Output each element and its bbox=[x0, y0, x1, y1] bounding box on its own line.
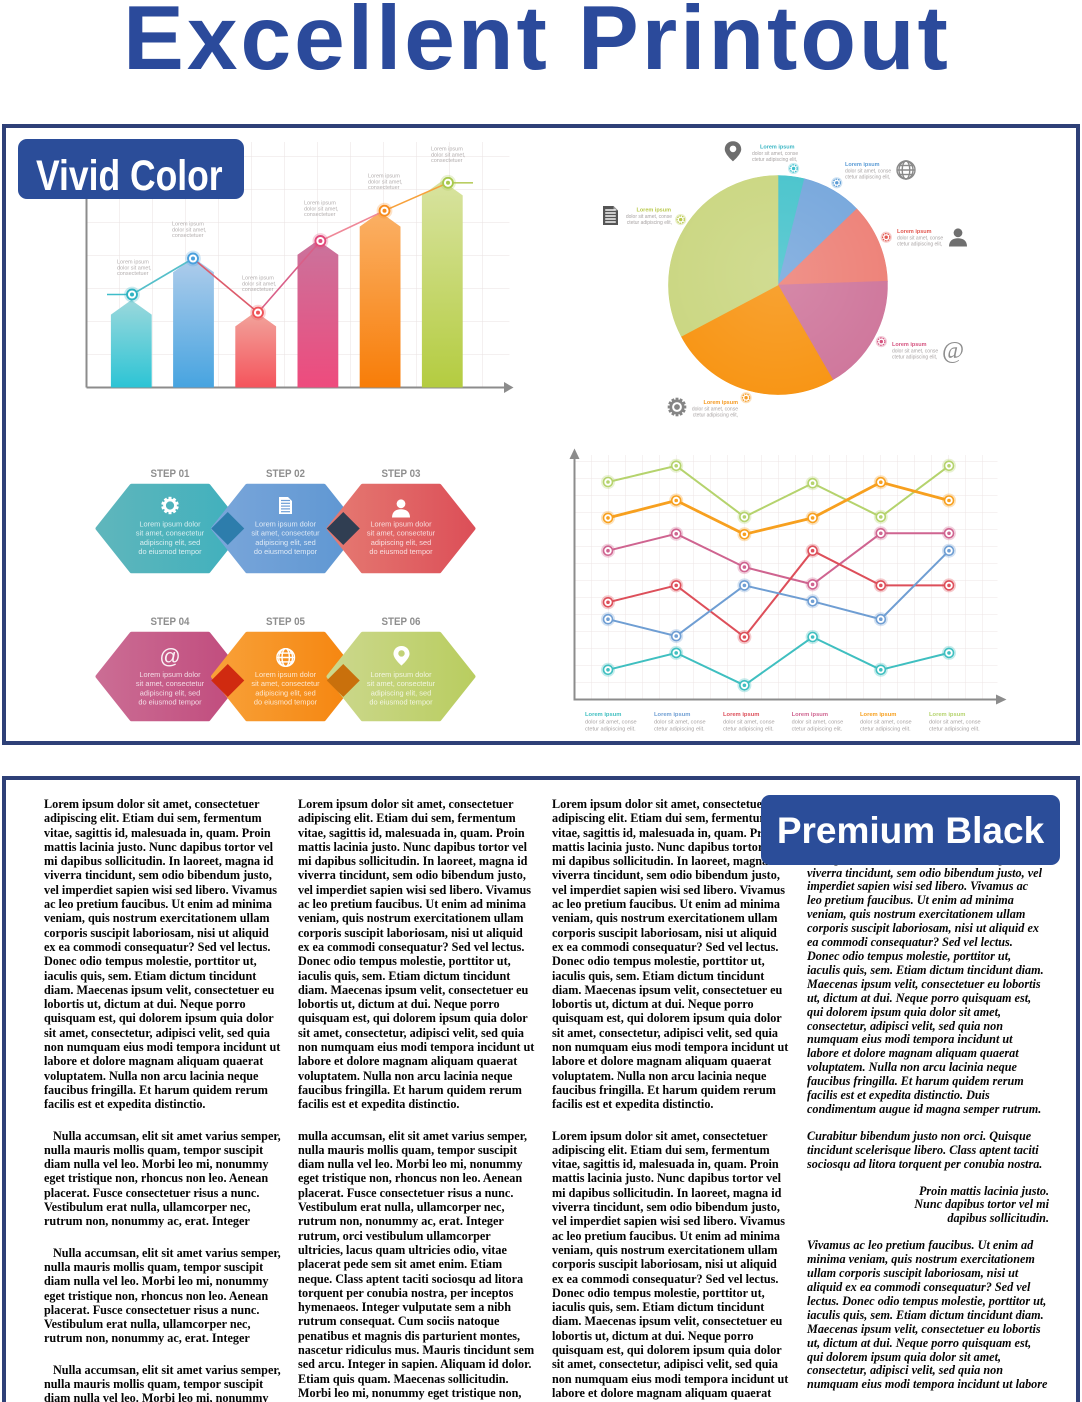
svg-text:Lorem ipsum: Lorem ipsum bbox=[242, 276, 274, 282]
svg-text:STEP 06: STEP 06 bbox=[382, 616, 421, 628]
svg-text:dolor sit amet, conse: dolor sit amet, conse bbox=[860, 720, 912, 726]
svg-text:do eiusmod tempor: do eiusmod tempor bbox=[254, 698, 318, 707]
svg-text:sit amet, consectetur: sit amet, consectetur bbox=[251, 529, 320, 538]
svg-text:ctetur adipiscing elit,: ctetur adipiscing elit, bbox=[627, 220, 672, 226]
svg-text:sit amet, consectetur: sit amet, consectetur bbox=[136, 529, 205, 538]
svg-text:dolor sit amet, conse: dolor sit amet, conse bbox=[654, 720, 706, 726]
svg-text:dolor sit amet, conse: dolor sit amet, conse bbox=[929, 720, 981, 726]
svg-text:sit amet, consectetur: sit amet, consectetur bbox=[136, 679, 205, 688]
svg-text:adipiscing elit, sed: adipiscing elit, sed bbox=[255, 538, 315, 547]
svg-text:Lorem ipsum dolor: Lorem ipsum dolor bbox=[139, 670, 201, 679]
svg-text:Lorem ipsum: Lorem ipsum bbox=[929, 712, 965, 718]
svg-text:Lorem ipsum: Lorem ipsum bbox=[585, 712, 621, 718]
svg-text:Lorem ipsum dolor: Lorem ipsum dolor bbox=[255, 520, 317, 529]
svg-text:dolor sit amet, conse: dolor sit amet, conse bbox=[897, 235, 943, 241]
svg-text:Lorem ipsum: Lorem ipsum bbox=[723, 712, 759, 718]
svg-text:ctetur adipiscing elit.: ctetur adipiscing elit. bbox=[723, 727, 774, 733]
svg-text:dolor sit amet, conse: dolor sit amet, conse bbox=[692, 406, 738, 412]
svg-text:Lorem ipsum: Lorem ipsum bbox=[117, 260, 149, 266]
svg-text:consectetuer: consectetuer bbox=[242, 287, 274, 293]
svg-text:dolor sit amet,: dolor sit amet, bbox=[368, 179, 403, 185]
svg-text:ctetur adipiscing elit.: ctetur adipiscing elit. bbox=[654, 727, 705, 733]
svg-text:Lorem ipsum dolor: Lorem ipsum dolor bbox=[139, 520, 201, 529]
svg-text:consectetuer: consectetuer bbox=[431, 158, 463, 164]
svg-text:consectetuer: consectetuer bbox=[304, 212, 336, 218]
svg-text:ctetur adipiscing elit.: ctetur adipiscing elit. bbox=[860, 727, 911, 733]
svg-text:consectetuer: consectetuer bbox=[368, 185, 400, 191]
svg-text:Lorem ipsum: Lorem ipsum bbox=[703, 400, 738, 406]
svg-text:dolor sit amet, conse: dolor sit amet, conse bbox=[752, 151, 798, 157]
svg-text:dolor sit amet,: dolor sit amet, bbox=[431, 152, 466, 158]
svg-text:sit amet, consectetur: sit amet, consectetur bbox=[367, 529, 436, 538]
svg-text:adipiscing elit, sed: adipiscing elit, sed bbox=[255, 688, 315, 697]
svg-text:ctetur adipiscing elit.: ctetur adipiscing elit. bbox=[929, 727, 980, 733]
svg-text:STEP 02: STEP 02 bbox=[266, 468, 305, 480]
svg-text:STEP 01: STEP 01 bbox=[151, 468, 190, 480]
svg-text:consectetuer: consectetuer bbox=[117, 271, 149, 277]
svg-text:Lorem ipsum: Lorem ipsum bbox=[792, 712, 828, 718]
svg-text:STEP 04: STEP 04 bbox=[151, 616, 191, 628]
svg-text:Lorem ipsum: Lorem ipsum bbox=[636, 208, 671, 214]
svg-text:dolor sit amet,: dolor sit amet, bbox=[172, 227, 207, 233]
svg-text:sit amet, consectetur: sit amet, consectetur bbox=[367, 679, 436, 688]
svg-text:adipiscing elit, sed: adipiscing elit, sed bbox=[140, 538, 200, 547]
svg-text:Lorem ipsum: Lorem ipsum bbox=[760, 145, 795, 151]
svg-text:dolor sit amet,: dolor sit amet, bbox=[304, 206, 339, 212]
svg-text:ctetur adipiscing elit,: ctetur adipiscing elit, bbox=[845, 174, 890, 180]
svg-text:dolor sit amet, conse: dolor sit amet, conse bbox=[845, 168, 891, 174]
svg-text:ctetur adipiscing elit,: ctetur adipiscing elit, bbox=[892, 354, 937, 360]
svg-text:Lorem ipsum: Lorem ipsum bbox=[860, 712, 896, 718]
svg-text:ctetur adipiscing elit,: ctetur adipiscing elit, bbox=[752, 157, 797, 163]
svg-text:sit amet, consectetur: sit amet, consectetur bbox=[251, 679, 320, 688]
svg-text:adipiscing elit, sed: adipiscing elit, sed bbox=[371, 538, 431, 547]
svg-text:do eiusmod tempor: do eiusmod tempor bbox=[369, 698, 433, 707]
svg-text:dolor sit amet, conse: dolor sit amet, conse bbox=[892, 348, 938, 354]
svg-text:Lorem ipsum: Lorem ipsum bbox=[897, 229, 932, 235]
svg-text:Lorem ipsum dolor: Lorem ipsum dolor bbox=[370, 520, 432, 529]
svg-text:STEP 05: STEP 05 bbox=[266, 616, 305, 628]
svg-text:dolor sit amet, conse: dolor sit amet, conse bbox=[585, 720, 637, 726]
svg-text:ctetur adipiscing elit,: ctetur adipiscing elit, bbox=[897, 241, 942, 247]
svg-text:do eiusmod tempor: do eiusmod tempor bbox=[369, 547, 433, 556]
svg-text:do eiusmod tempor: do eiusmod tempor bbox=[254, 547, 318, 556]
svg-text:dolor sit amet,: dolor sit amet, bbox=[242, 281, 277, 287]
svg-text:Lorem ipsum: Lorem ipsum bbox=[845, 162, 880, 168]
svg-text:Lorem ipsum: Lorem ipsum bbox=[304, 201, 336, 207]
svg-text:@: @ bbox=[159, 646, 180, 669]
svg-text:Lorem ipsum: Lorem ipsum bbox=[172, 222, 204, 228]
svg-text:Lorem ipsum dolor: Lorem ipsum dolor bbox=[370, 670, 432, 679]
svg-text:ctetur adipiscing elit.: ctetur adipiscing elit. bbox=[585, 727, 636, 733]
svg-text:dolor sit amet, conse: dolor sit amet, conse bbox=[723, 720, 775, 726]
svg-text:Lorem ipsum: Lorem ipsum bbox=[431, 147, 463, 153]
svg-text:dolor sit amet, conse: dolor sit amet, conse bbox=[626, 214, 672, 220]
svg-text:adipiscing elit, sed: adipiscing elit, sed bbox=[371, 688, 431, 697]
svg-text:dolor sit amet, conse: dolor sit amet, conse bbox=[792, 720, 844, 726]
svg-text:@: @ bbox=[942, 338, 964, 364]
svg-text:do eiusmod tempor: do eiusmod tempor bbox=[138, 547, 202, 556]
svg-text:consectetuer: consectetuer bbox=[172, 233, 204, 239]
svg-text:Lorem ipsum: Lorem ipsum bbox=[654, 712, 690, 718]
svg-text:Lorem ipsum dolor: Lorem ipsum dolor bbox=[255, 670, 317, 679]
svg-text:adipiscing elit, sed: adipiscing elit, sed bbox=[140, 688, 200, 697]
svg-text:Lorem ipsum: Lorem ipsum bbox=[368, 174, 400, 180]
svg-text:dolor sit amet,: dolor sit amet, bbox=[117, 265, 152, 271]
svg-text:STEP 03: STEP 03 bbox=[382, 468, 421, 480]
svg-text:do eiusmod tempor: do eiusmod tempor bbox=[138, 698, 202, 707]
svg-text:ctetur adipiscing elit.: ctetur adipiscing elit. bbox=[792, 727, 843, 733]
svg-text:Lorem ipsum: Lorem ipsum bbox=[892, 342, 927, 348]
svg-text:ctetur adipiscing elit,: ctetur adipiscing elit, bbox=[693, 412, 738, 418]
